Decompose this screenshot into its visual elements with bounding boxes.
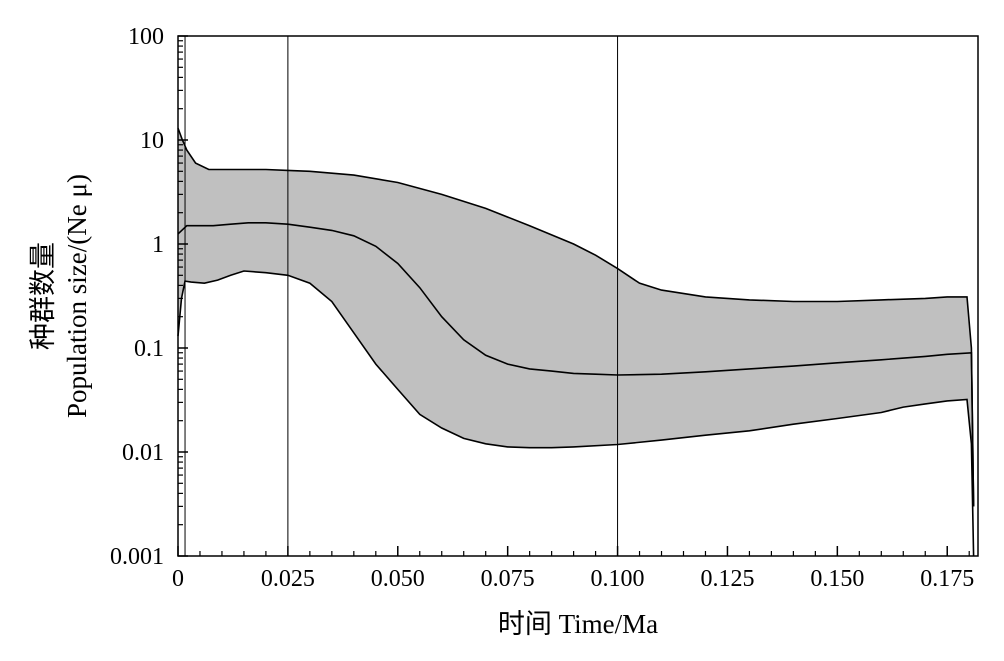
x-tick-labels: 0 0.025 0.050 0.075 0.100 0.125 0.150 0.175 (172, 566, 974, 592)
y-tick-label: 0.001 (110, 544, 164, 570)
series-line-median (177, 222, 975, 507)
x-tick-label: 0.175 (920, 566, 974, 592)
x-tick-label: 0.150 (810, 566, 864, 592)
x-axis-title: 时间 Time/Ma (498, 609, 658, 639)
y-axis-title-en: Population size/(Ne μ) (62, 174, 92, 418)
vertical-reference-lines (184, 36, 619, 556)
y-tick-label: 100 (128, 24, 164, 50)
plot-frame (177, 35, 979, 557)
series-lines-layer (177, 127, 975, 557)
axis-ticks (177, 35, 970, 557)
confidence-band (178, 128, 974, 556)
x-tick-label: 0.050 (371, 566, 425, 592)
y-tick-labels: 0.001 0.01 0.1 1 10 100 (110, 24, 164, 570)
y-tick-label: 0.01 (122, 440, 164, 466)
y-tick-label: 0.1 (134, 336, 164, 362)
x-tick-label: 0.075 (481, 566, 535, 592)
series-line-upper (177, 127, 975, 507)
y-axis-title-cn: 种群数量 (28, 242, 58, 350)
x-tick-label: 0.025 (261, 566, 315, 592)
confidence-band-layer (178, 128, 974, 556)
y-tick-label: 10 (140, 128, 164, 154)
x-tick-label: 0.125 (700, 566, 754, 592)
y-tick-label: 1 (152, 232, 164, 258)
series-line-lower (177, 270, 975, 557)
x-tick-label: 0.100 (591, 566, 645, 592)
x-tick-label: 0 (172, 566, 184, 592)
